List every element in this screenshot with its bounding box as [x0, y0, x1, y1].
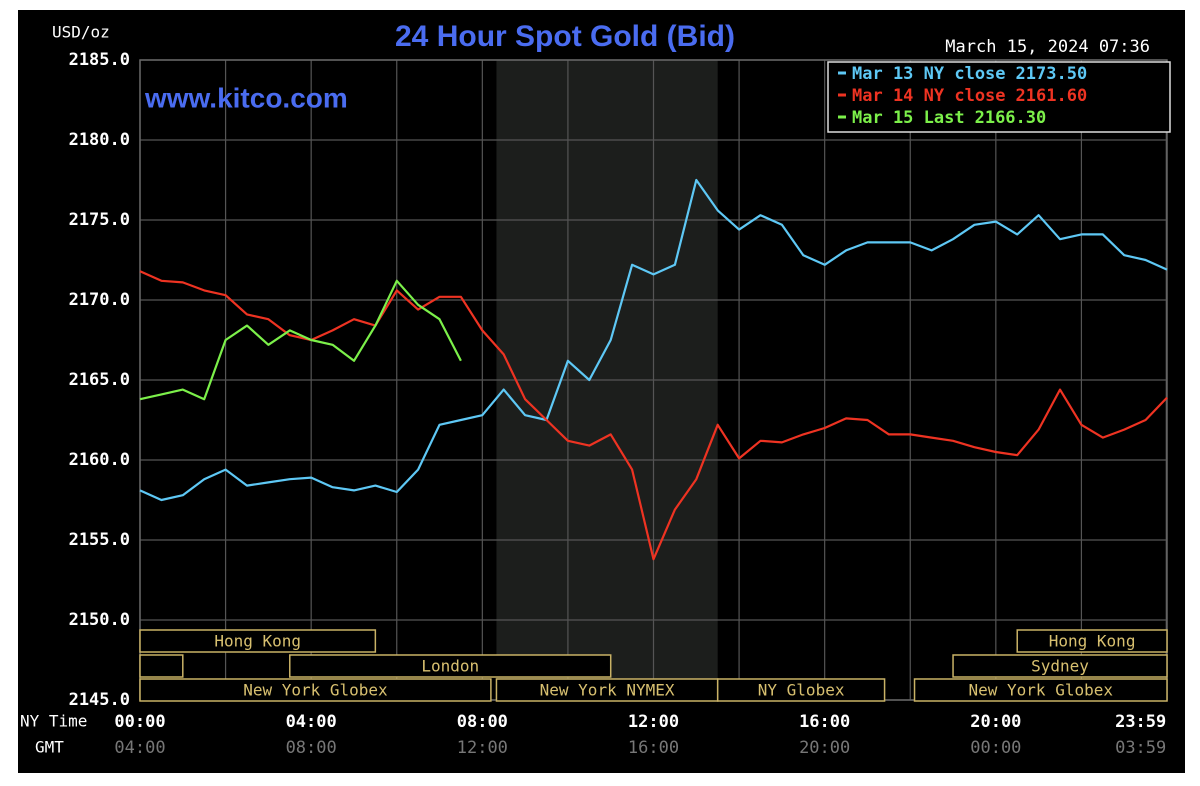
legend-value: 2173.50: [1016, 64, 1088, 84]
x-tick-label: 20:00: [970, 712, 1021, 732]
session-label: Hong Kong: [214, 632, 301, 651]
y-tick-label: 2180.0: [69, 130, 130, 150]
x2-tick-label: 16:00: [628, 738, 679, 758]
x-axis-label: NY Time: [20, 712, 87, 731]
session-label: NY Globex: [758, 681, 845, 700]
session-box: [139, 678, 492, 702]
x2-tick-label: 00:00: [970, 738, 1021, 758]
session-box: [139, 629, 377, 653]
y-axis-label: USD/oz: [52, 23, 110, 42]
legend-value: 2161.60: [1016, 86, 1088, 106]
session-label: Sydney: [1031, 657, 1089, 676]
x2-tick-label: 12:00: [457, 738, 508, 758]
session-label: New York NYMEX: [540, 681, 675, 700]
session-box: [289, 654, 612, 678]
y-tick-label: 2175.0: [69, 210, 130, 230]
y-tick-label: 2145.0: [69, 690, 130, 710]
legend-box: [827, 61, 1171, 133]
session-box: [952, 654, 1168, 678]
session-box: [716, 678, 886, 702]
y-tick-label: 2165.0: [69, 370, 130, 390]
timestamp: March 15, 2024 07:36: [945, 37, 1150, 57]
legend-value: 2166.30: [975, 108, 1047, 128]
x-tick-label: 16:00: [799, 712, 850, 732]
x-tick-label: 08:00: [457, 712, 508, 732]
legend-entry: Mar 15 Last 2166.30: [852, 108, 1046, 128]
session-box: [139, 654, 184, 678]
x-tick-label: 23:59: [1115, 712, 1166, 732]
session-box: [913, 678, 1168, 702]
legend-entry: Mar 13 NY close 2173.50: [852, 64, 1087, 84]
x2-axis-label: GMT: [35, 738, 64, 757]
x2-tick-label: 03:59: [1115, 738, 1166, 758]
session-label: New York Globex: [243, 681, 388, 700]
x-tick-label: 04:00: [286, 712, 337, 732]
sessions-layer: Hong Kong London New York Globex New York N…: [139, 629, 1168, 702]
session-box: [1016, 629, 1168, 653]
y-tick-label: 2170.0: [69, 290, 130, 310]
watermark: www.kitco.com: [144, 82, 348, 113]
series-line: [139, 279, 462, 401]
legend-name: Mar 13 NY close: [852, 64, 1006, 84]
lines-layer: [139, 178, 1168, 561]
x2-tick-label: 08:00: [286, 738, 337, 758]
y-tick-label: 2160.0: [69, 450, 130, 470]
session-label: London: [421, 657, 479, 676]
x-tick-label: 00:00: [114, 712, 165, 732]
y-tick-label: 2150.0: [69, 610, 130, 630]
y-tick-label: 2155.0: [69, 530, 130, 550]
series-line: [139, 178, 1168, 502]
x2-tick-label: 04:00: [114, 738, 165, 758]
legend-entry: Mar 14 NY close 2161.60: [852, 86, 1087, 106]
y-tick-label: 2185.0: [69, 50, 130, 70]
x2-tick-label: 20:00: [799, 738, 850, 758]
legend-name: Mar 15 Last: [852, 108, 965, 128]
session-label: Hong Kong: [1049, 632, 1136, 651]
session-label: New York Globex: [969, 681, 1114, 700]
x-tick-label: 12:00: [628, 712, 679, 732]
chart-title: 24 Hour Spot Gold (Bid): [395, 20, 735, 53]
legend-name: Mar 14 NY close: [852, 86, 1006, 106]
